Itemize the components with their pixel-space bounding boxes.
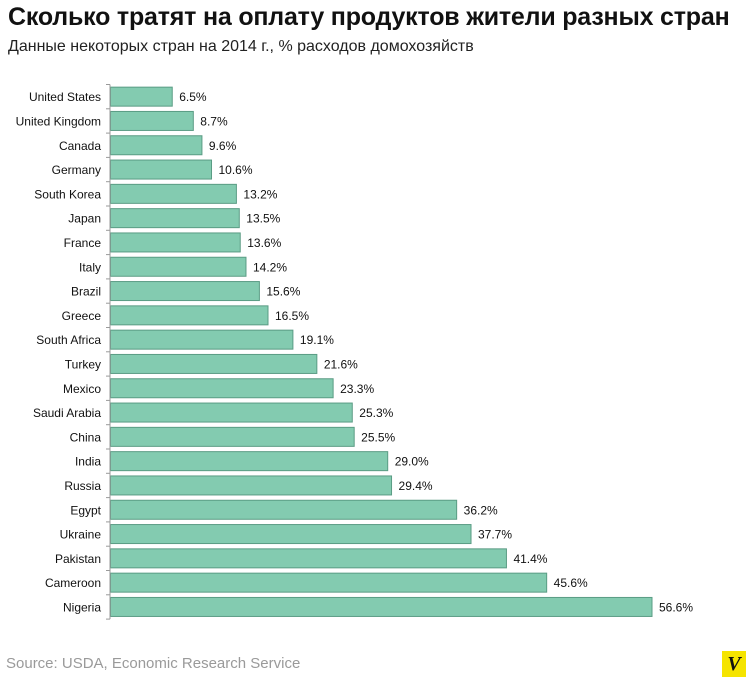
bar [110,572,548,593]
value-label: 25.5% [361,430,395,444]
category-label: Cameroon [45,576,101,590]
bar [110,524,472,545]
category-label: Japan [68,212,101,226]
category-label: France [64,236,102,250]
value-label: 36.2% [464,503,498,517]
category-label: Mexico [63,382,101,396]
category-label: Russia [64,479,101,493]
value-label: 15.6% [266,285,300,299]
category-label: Canada [59,139,101,153]
value-label: 9.6% [209,139,237,153]
category-label: Egypt [70,503,101,517]
value-label: 16.5% [275,309,309,323]
category-label: South Africa [36,333,101,347]
category-label: China [70,430,102,444]
bar [110,135,203,156]
value-label: 13.5% [246,212,280,226]
bar [110,402,353,423]
category-label: Greece [62,309,102,323]
bar [110,159,213,180]
bar [110,208,240,229]
category-label: Turkey [65,357,101,371]
category-label: Germany [52,163,101,177]
value-label: 14.2% [253,260,287,274]
bar [110,353,318,374]
value-label: 56.6% [659,600,693,614]
vox-logo: V [722,651,746,677]
value-label: 37.7% [478,528,512,542]
bar [110,548,507,569]
bar [110,256,247,277]
value-label: 13.2% [243,187,277,201]
category-label: Nigeria [63,600,101,614]
value-label: 13.6% [247,236,281,250]
source-note: Source: USDA, Economic Research Service [6,655,301,672]
value-label: 41.4% [513,552,547,566]
bar [110,329,294,350]
chart-title: Сколько тратят на оплату продуктов жител… [8,3,730,31]
bar [110,281,260,302]
category-label: United States [29,90,101,104]
logo-letter: V [727,653,741,675]
value-label: 10.6% [219,163,253,177]
bar [110,86,173,107]
bar-chart: United States 6.5% United Kingdom 8.7% Canad… [16,84,693,620]
bar [110,426,355,447]
bar [110,475,393,496]
value-label: 29.4% [399,479,433,493]
value-label: 21.6% [324,357,358,371]
value-label: 19.1% [300,333,334,347]
category-label: Brazil [71,285,101,299]
bar [110,596,653,617]
value-label: 29.0% [395,455,429,469]
value-label: 23.3% [340,382,374,396]
value-label: 8.7% [200,114,228,128]
category-label: Saudi Arabia [33,406,101,420]
value-label: 25.3% [359,406,393,420]
value-label: 6.5% [179,90,207,104]
category-label: United Kingdom [16,114,101,128]
category-label: Italy [79,260,101,274]
bar [110,499,458,520]
category-label: India [75,455,101,469]
bar [110,451,389,472]
value-label: 45.6% [554,576,588,590]
bar [110,378,334,399]
chart-subtitle: Данные некоторых стран на 2014 г., % рас… [8,38,474,55]
bar [110,232,241,253]
category-label: Pakistan [55,552,101,566]
category-label: Ukraine [60,528,102,542]
bar [110,183,237,204]
category-label: South Korea [34,187,101,201]
bar [110,305,269,326]
bar [110,110,194,131]
